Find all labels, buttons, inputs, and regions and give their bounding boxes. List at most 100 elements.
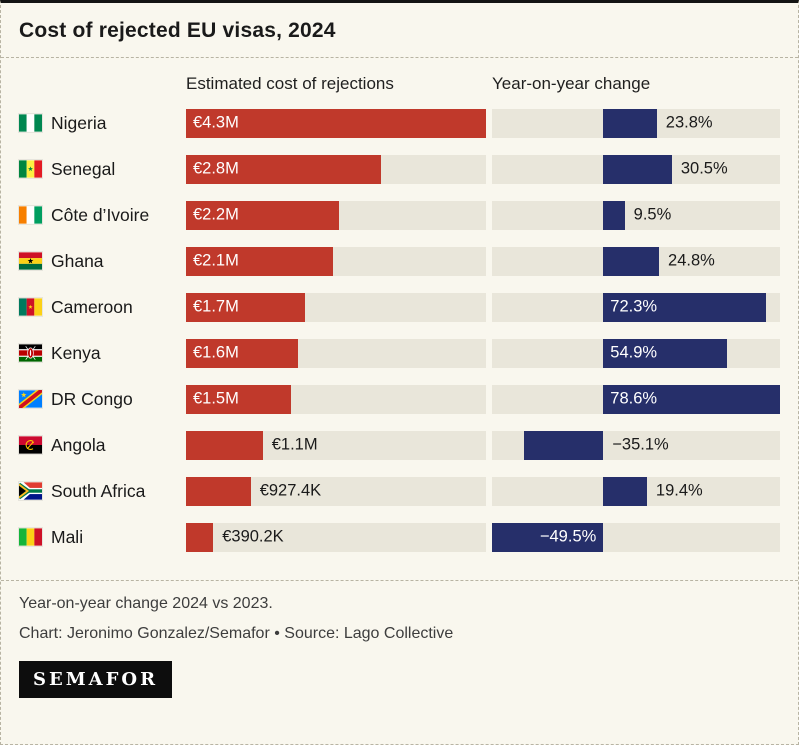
cost-value-label: €2.1M	[193, 251, 239, 270]
country-label: South Africa	[51, 480, 146, 501]
credit-line: Chart: Jeronimo Gonzalez/Semafor • Sourc…	[19, 625, 454, 642]
country-cell: Mali	[19, 527, 186, 548]
yoy-value-label: 23.8%	[665, 113, 713, 132]
country-cell: Cameroon	[19, 297, 186, 318]
table-row: Kenya €1.6M 54.9%	[1, 330, 798, 376]
cost-value-label: €1.6M	[193, 343, 239, 362]
yoy-bar	[603, 108, 657, 138]
cost-value-label: €1.7M	[193, 297, 239, 316]
cost-bar-track: €1.7M	[186, 292, 486, 322]
yoy-bar-track: −49.5%	[492, 522, 780, 552]
column-header-cost: Estimated cost of rejections	[186, 74, 394, 93]
country-label: Cameroon	[51, 296, 133, 317]
cost-bar-track: €1.6M	[186, 338, 486, 368]
cost-value-label: €1.1M	[271, 435, 318, 454]
kenya-flag-icon	[19, 344, 42, 362]
cost-value-label: €4.3M	[193, 113, 239, 132]
cost-bar-track: €927.4K	[186, 476, 486, 506]
country-label: Angola	[51, 434, 106, 455]
cost-bar-track: €2.8M	[186, 154, 486, 184]
yoy-value-label: 54.9%	[610, 343, 658, 362]
cost-value-label: €390.2K	[222, 527, 284, 546]
yoy-bar-track: 78.6%	[492, 384, 780, 414]
yoy-bar-track: 24.8%	[492, 246, 780, 276]
country-cell: Kenya	[19, 343, 186, 364]
yoy-value-label: 24.8%	[668, 251, 715, 270]
table-row: Ghana €2.1M 24.8%	[1, 238, 798, 284]
yoy-bar-track: −35.1%	[492, 430, 780, 460]
chart-rows: Nigeria €4.3M 23.8% Senegal €2.8M	[1, 100, 798, 560]
yoy-value-label: 19.4%	[655, 481, 703, 500]
table-row: Cameroon €1.7M 72.3%	[1, 284, 798, 330]
mali-flag-icon	[19, 528, 42, 546]
cost-value-label: €2.8M	[193, 159, 239, 178]
cost-value-label: €2.2M	[193, 205, 239, 224]
yoy-bar	[603, 154, 672, 184]
yoy-bar-track: 54.9%	[492, 338, 780, 368]
cost-bar-track: €2.2M	[186, 200, 486, 230]
table-row: Nigeria €4.3M 23.8%	[1, 100, 798, 146]
yoy-value-label: 78.6%	[610, 389, 658, 408]
country-label: Kenya	[51, 342, 101, 363]
chart-header: Cost of rejected EU visas, 2024	[1, 3, 798, 58]
country-label: Mali	[51, 526, 84, 547]
yoy-bar-track: 9.5%	[492, 200, 780, 230]
cost-bar	[186, 430, 263, 460]
cameroon-flag-icon	[19, 298, 42, 316]
cost-bar	[186, 292, 305, 322]
yoy-bar-track: 30.5%	[492, 154, 780, 184]
yoy-bar	[524, 430, 604, 460]
yoy-bar-track: 23.8%	[492, 108, 780, 138]
angola-flag-icon	[19, 436, 42, 454]
country-cell: DR Congo	[19, 389, 186, 410]
cost-bar	[186, 154, 382, 184]
cost-bar	[186, 108, 486, 138]
country-label: DR Congo	[51, 388, 133, 409]
yoy-bar	[603, 246, 660, 276]
cost-bar-track: €390.2K	[186, 522, 486, 552]
cost-value-label: €1.5M	[193, 389, 239, 408]
country-cell: South Africa	[19, 481, 186, 502]
country-label: Côte d’Ivoire	[51, 204, 150, 225]
cote-divoire-flag-icon	[19, 206, 42, 224]
yoy-value-label: −49.5%	[539, 527, 597, 546]
country-column-spacer	[19, 74, 186, 94]
page-title: Cost of rejected EU visas, 2024	[19, 19, 336, 42]
column-header-yoy: Year-on-year change	[492, 74, 651, 93]
table-row: Mali €390.2K −49.5%	[1, 514, 798, 560]
senegal-flag-icon	[19, 160, 42, 178]
table-row: DR Congo €1.5M 78.6%	[1, 376, 798, 422]
yoy-bar	[603, 476, 647, 506]
table-row: Senegal €2.8M 30.5%	[1, 146, 798, 192]
yoy-bar	[603, 200, 625, 230]
cost-bar-track: €2.1M	[186, 246, 486, 276]
ghana-flag-icon	[19, 252, 42, 270]
nigeria-flag-icon	[19, 114, 42, 132]
yoy-bar-track: 72.3%	[492, 292, 780, 322]
cost-bar	[186, 200, 340, 230]
country-label: Senegal	[51, 158, 116, 179]
yoy-bar	[492, 522, 604, 552]
country-cell: Ghana	[19, 251, 186, 272]
country-label: Ghana	[51, 250, 104, 271]
yoy-value-label: 9.5%	[633, 205, 672, 224]
south-africa-flag-icon	[19, 482, 42, 500]
table-row: Angola €1.1M −35.1%	[1, 422, 798, 468]
cost-value-label: €927.4K	[259, 481, 322, 500]
yoy-bar	[603, 338, 727, 368]
yoy-bar	[603, 384, 780, 414]
yoy-value-label: 72.3%	[610, 297, 658, 316]
cost-bar-track: €1.1M	[186, 430, 486, 460]
cost-bar	[186, 476, 251, 506]
chart-footer: Year-on-year change 2024 vs 2023. Chart:…	[1, 580, 798, 643]
table-row: Côte d’Ivoire €2.2M 9.5%	[1, 192, 798, 238]
cost-bar	[186, 338, 298, 368]
yoy-value-label: 30.5%	[680, 159, 728, 178]
yoy-value-label: −35.1%	[612, 435, 669, 454]
country-cell: Côte d’Ivoire	[19, 205, 186, 226]
footnote: Year-on-year change 2024 vs 2023.	[19, 595, 273, 612]
country-cell: Nigeria	[19, 113, 186, 134]
semafor-logo: SEMAFOR	[19, 661, 173, 698]
table-row: South Africa €927.4K 19.4%	[1, 468, 798, 514]
